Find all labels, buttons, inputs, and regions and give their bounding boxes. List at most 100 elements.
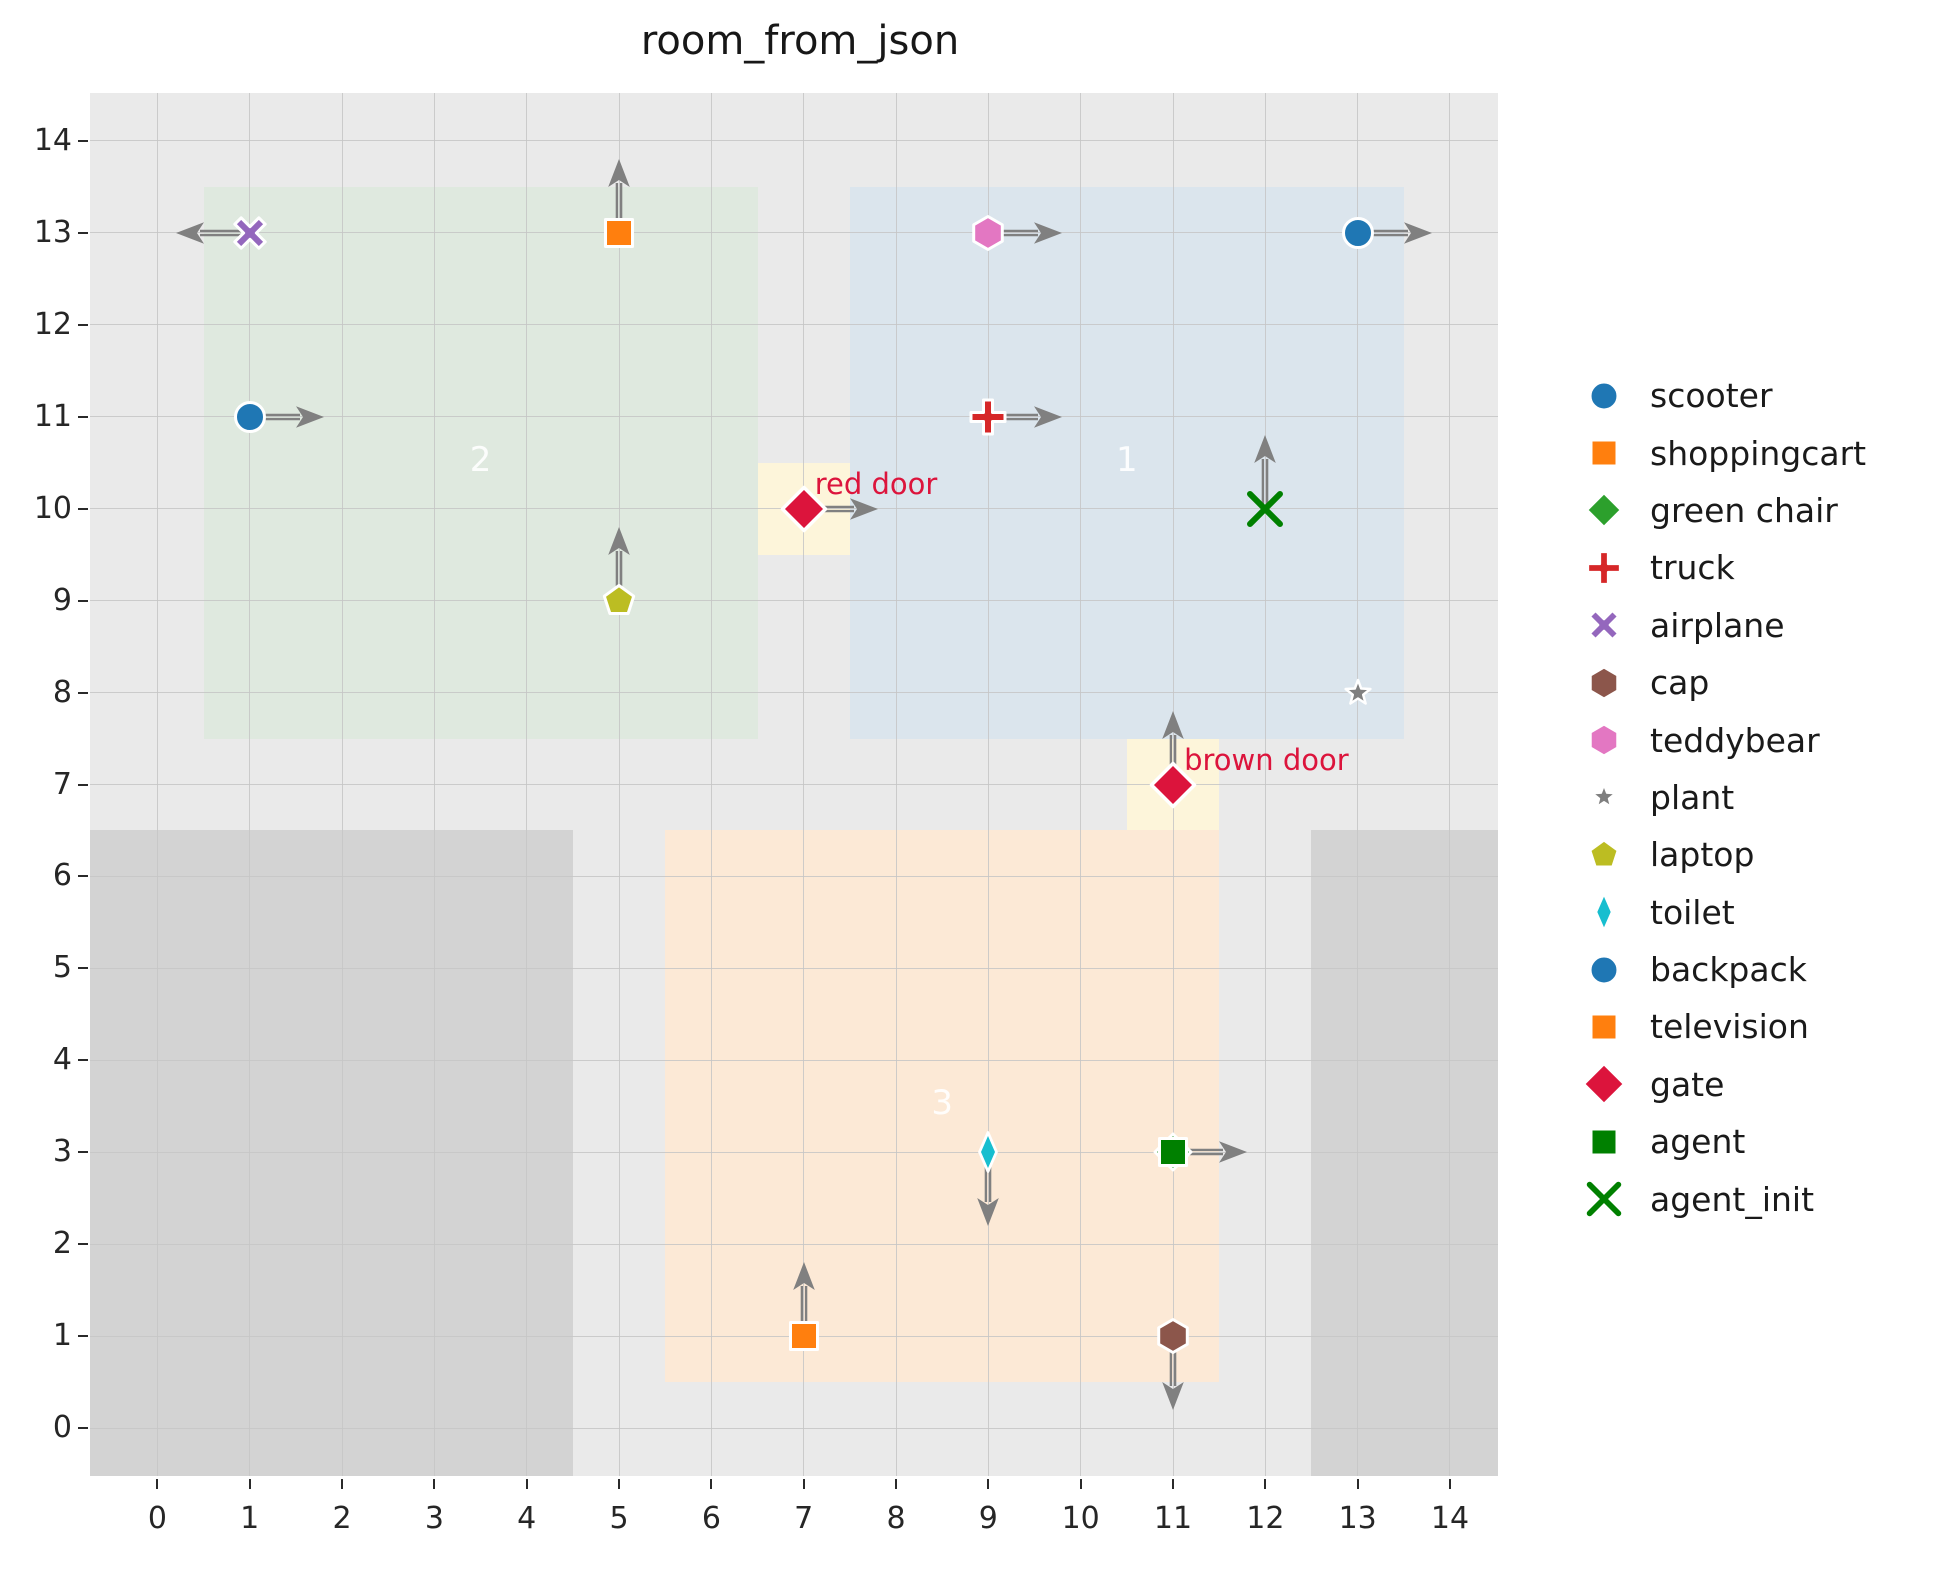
- y-gridline-8: [90, 692, 1498, 694]
- x-tickmark-5: [618, 1479, 621, 1489]
- marker-cap: [1157, 1318, 1189, 1355]
- y-tickmark-5: [78, 967, 88, 970]
- y-tick-label-2: 2: [52, 1226, 72, 1262]
- y-tick-label-14: 14: [33, 122, 72, 158]
- backpack-icon: [1588, 954, 1620, 985]
- agent_init-legend-marker-icon: [1572, 1176, 1636, 1222]
- legend-label-airplane: airplane: [1650, 605, 1785, 645]
- television-legend-marker-icon: [1572, 1004, 1636, 1050]
- y-tickmark-13: [78, 231, 88, 234]
- legend-label-television: television: [1650, 1007, 1809, 1047]
- legend-item-agent: agent: [1572, 1113, 1866, 1170]
- y-tickmark-4: [78, 1059, 88, 1062]
- legend-item-toilet: toilet: [1572, 884, 1866, 941]
- x-tickmark-8: [895, 1479, 898, 1489]
- y-tickmark-10: [78, 507, 88, 510]
- y-tick-label-0: 0: [52, 1410, 72, 1446]
- x-tick-label-8: 8: [886, 1501, 906, 1536]
- legend-label-teddybear: teddybear: [1650, 720, 1820, 760]
- plot-area: 1 2 3 0 1 2 3 4 5 6 7 8 9 10 11 12 13 14 0 1 2 3 4 5 6 7 8 9 10 11 12 1…: [34, 93, 1498, 1536]
- x-tickmark-12: [1264, 1479, 1267, 1489]
- legend-label-gate: gate: [1650, 1064, 1725, 1104]
- y-tick-label-11: 11: [33, 398, 72, 434]
- y-gridline-0: [90, 1427, 1498, 1429]
- x-tick-label-5: 5: [609, 1501, 629, 1536]
- shoppingcart-icon: [1589, 438, 1619, 468]
- y-tickmark-0: [78, 1427, 88, 1430]
- gate-legend-marker-icon: [1572, 1061, 1636, 1107]
- x-tickmark-14: [1448, 1479, 1451, 1489]
- room-region-2: [203, 186, 758, 739]
- marker-gate: [1149, 761, 1197, 808]
- television-icon: [1589, 1012, 1619, 1042]
- x-tickmark-2: [341, 1479, 344, 1489]
- y-gridline-4: [90, 1059, 1498, 1061]
- y-tick-label-4: 4: [52, 1042, 72, 1078]
- cap-legend-marker-icon: [1572, 660, 1636, 706]
- legend-label-scooter: scooter: [1650, 376, 1773, 416]
- legend-label-laptop: laptop: [1650, 835, 1755, 875]
- arrow-up-agent_init: [1254, 434, 1277, 505]
- teddybear-legend-marker-icon: [1572, 717, 1636, 763]
- laptop-legend-marker-icon: [1572, 832, 1636, 878]
- airplane-icon: [1587, 609, 1621, 642]
- agent-icon: [1589, 1127, 1619, 1157]
- x-tickmark-7: [802, 1479, 805, 1489]
- x-tick-label-1: 1: [240, 1501, 260, 1536]
- legend-item-scooter: scooter: [1572, 367, 1866, 424]
- wall-region-1: [1311, 830, 1498, 1476]
- marker-plant: [1344, 678, 1372, 705]
- marker-toilet: [978, 1131, 999, 1174]
- legend-item-shoppingcart: shoppingcart: [1572, 424, 1866, 481]
- chart-title: room_from_json: [640, 18, 960, 64]
- door-label-red-door: red door: [814, 466, 938, 501]
- y-gridline-3: [90, 1151, 1498, 1153]
- y-tick-label-12: 12: [33, 306, 72, 342]
- marker-shoppingcart: [604, 217, 635, 248]
- y-gridline-2: [90, 1243, 1498, 1245]
- y-tickmark-12: [78, 323, 88, 326]
- shoppingcart-legend-marker-icon: [1572, 430, 1636, 476]
- legend-item-truck: truck: [1572, 539, 1866, 596]
- y-tickmark-8: [78, 691, 88, 694]
- plant-legend-marker-icon: [1572, 774, 1636, 820]
- y-gridline-11: [90, 416, 1498, 418]
- legend-label-backpack: backpack: [1650, 950, 1807, 990]
- x-tickmark-10: [1079, 1479, 1082, 1489]
- x-tickmark-6: [710, 1479, 713, 1489]
- backpack-legend-marker-icon: [1572, 947, 1636, 993]
- x-tick-label-9: 9: [978, 1501, 998, 1536]
- x-tick-label-3: 3: [424, 1501, 444, 1536]
- y-gridline-6: [90, 875, 1498, 877]
- y-tickmark-2: [78, 1243, 88, 1246]
- x-tickmark-4: [525, 1479, 528, 1489]
- x-tickmark-1: [248, 1479, 251, 1489]
- legend-label-shoppingcart: shoppingcart: [1650, 433, 1867, 473]
- y-tick-label-1: 1: [52, 1318, 72, 1354]
- y-tickmark-11: [78, 415, 88, 418]
- x-tickmark-3: [433, 1479, 436, 1489]
- x-tick-label-10: 10: [1061, 1501, 1100, 1536]
- x-tick-label-12: 12: [1246, 1501, 1285, 1536]
- marker-teddybear: [972, 214, 1005, 251]
- toilet-legend-marker-icon: [1572, 889, 1636, 935]
- marker-agent: [1158, 1137, 1188, 1168]
- x-tick-label-13: 13: [1338, 1501, 1377, 1536]
- x-tick-label-11: 11: [1153, 1501, 1193, 1536]
- teddybear-icon: [1588, 722, 1620, 758]
- marker-scooter: [233, 400, 266, 433]
- y-tick-label-8: 8: [52, 674, 72, 710]
- y-tickmark-7: [78, 783, 88, 786]
- x-tickmark-0: [156, 1479, 159, 1489]
- x-tick-label-2: 2: [332, 1501, 352, 1536]
- x-tickmark-11: [1172, 1479, 1174, 1489]
- legend-item-laptop: laptop: [1572, 826, 1866, 883]
- y-gridline-9: [90, 600, 1498, 602]
- legend-item-agent_init: agent_init: [1572, 1170, 1866, 1227]
- legend-label-green-chair: green chair: [1650, 490, 1838, 530]
- y-tick-label-3: 3: [52, 1134, 72, 1170]
- agent-legend-marker-icon: [1572, 1119, 1636, 1165]
- laptop-icon: [1588, 838, 1620, 869]
- plant-icon: [1590, 783, 1618, 809]
